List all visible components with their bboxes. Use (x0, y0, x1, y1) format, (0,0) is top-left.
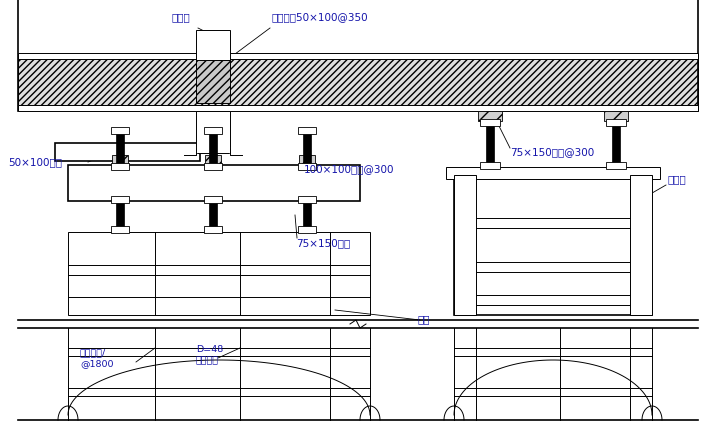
Bar (112, 155, 128, 167)
Text: 50×100方木: 50×100方木 (8, 157, 62, 167)
Bar (446, 167, 660, 179)
Bar (116, 130, 124, 165)
Bar (196, 111, 230, 153)
Text: 半门架: 半门架 (668, 174, 687, 184)
Bar (68, 165, 360, 201)
Bar (299, 155, 315, 167)
Bar (606, 162, 626, 169)
Bar (204, 196, 222, 203)
Polygon shape (184, 148, 196, 155)
Text: 水平钢管/: 水平钢管/ (80, 348, 106, 357)
Bar (604, 111, 628, 121)
Bar (298, 127, 316, 134)
Bar (303, 130, 311, 165)
Bar (18, 105, 698, 111)
Bar (480, 162, 500, 169)
Bar (111, 163, 129, 170)
Bar (196, 30, 230, 60)
Bar (204, 163, 222, 170)
Bar (298, 163, 316, 170)
Bar (196, 60, 230, 103)
Text: 门架: 门架 (418, 314, 430, 324)
Bar (454, 175, 476, 315)
Text: D=48: D=48 (196, 345, 223, 354)
Bar (478, 111, 502, 121)
Bar (18, 53, 698, 59)
Polygon shape (230, 148, 242, 155)
Bar (486, 121, 494, 166)
Bar (606, 119, 626, 126)
Bar (298, 196, 316, 203)
Bar (116, 201, 124, 229)
Bar (630, 175, 652, 315)
Bar (111, 127, 129, 134)
Bar (298, 226, 316, 233)
Bar (68, 232, 370, 315)
Bar (205, 155, 221, 167)
Bar (204, 127, 222, 134)
Bar (18, 58, 698, 105)
Bar (612, 121, 620, 166)
Bar (480, 119, 500, 126)
Bar (111, 226, 129, 233)
Text: @1800: @1800 (80, 359, 114, 368)
Text: 立档方木50×100@350: 立档方木50×100@350 (272, 12, 369, 22)
Bar (55, 143, 200, 161)
Text: 钢管立杆: 钢管立杆 (196, 356, 219, 365)
Text: 100×100方木@300: 100×100方木@300 (304, 164, 395, 174)
Text: 75×150方木@300: 75×150方木@300 (510, 147, 594, 157)
Bar (204, 226, 222, 233)
Bar (209, 130, 217, 165)
Bar (111, 196, 129, 203)
Bar (454, 175, 652, 315)
Text: 75×150方木: 75×150方木 (296, 238, 350, 248)
Bar (209, 201, 217, 229)
Bar (303, 201, 311, 229)
Text: 胶合板: 胶合板 (172, 12, 190, 22)
